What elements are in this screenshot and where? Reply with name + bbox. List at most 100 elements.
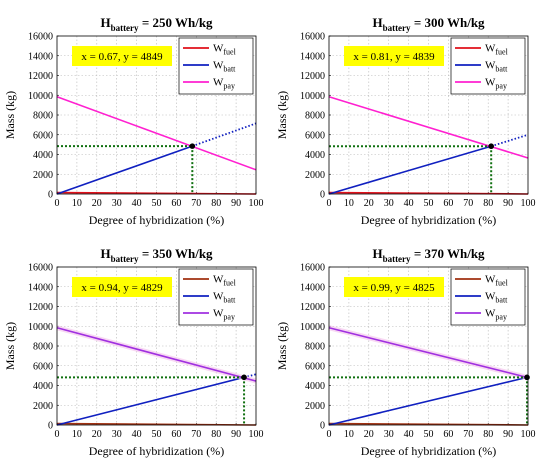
x-tick-label: 40 (132, 429, 142, 440)
x-tick-label: 90 (231, 198, 241, 209)
x-tick-label: 50 (424, 198, 434, 209)
annotation-box (344, 277, 444, 297)
x-tick-label: 50 (152, 198, 162, 209)
chart-title-sub: battery (383, 254, 411, 264)
series-extension-batt (192, 122, 257, 147)
chart-title-main: H (372, 15, 382, 30)
x-tick-label: 60 (443, 198, 453, 209)
series-line-batt (56, 376, 245, 426)
x-tick-label: 50 (424, 429, 434, 440)
legend-label-batt: Wbatt (485, 60, 508, 74)
legend-label-sub: pay (495, 82, 507, 91)
legend-label-fuel: Wfuel (213, 274, 237, 288)
chart-title-sub: battery (383, 23, 411, 33)
chart-panel-3: Hbattery = 350 Wh/kg 0 10 20 30 40 50 60 70 80 90 1… (3, 246, 264, 458)
y-tick-label: 12000 (28, 71, 53, 82)
legend-label-sub: fuel (495, 48, 508, 57)
y-axis-label: Mass (kg) (275, 91, 289, 139)
axes-frame (328, 266, 529, 426)
series-line-pay (56, 326, 257, 382)
x-tick-label: 100 (249, 198, 264, 209)
y-tick-label: 0 (320, 421, 325, 432)
legend-label-sub: fuel (223, 48, 236, 57)
y-axis-label: Mass (kg) (3, 91, 17, 139)
legend-label-batt: Wbatt (485, 291, 508, 305)
x-tick-label: 40 (132, 198, 142, 209)
x-tick-label: 60 (171, 198, 181, 209)
chart-title: Hbattery = 300 Wh/kg (372, 15, 485, 33)
y-tick-label: 6000 (305, 361, 325, 372)
x-tick-label: 80 (211, 429, 221, 440)
series-extension-batt (490, 133, 529, 148)
x-tick-label: 100 (249, 429, 264, 440)
y-tick-label: 16000 (300, 32, 325, 43)
y-tick-label: 10000 (300, 91, 325, 102)
series-line-batt (328, 145, 492, 195)
axes-frame (56, 266, 257, 426)
y-tick-label: 12000 (300, 302, 325, 313)
x-tick-label: 10 (344, 198, 354, 209)
annotation-box (72, 277, 172, 297)
legend-label-fuel: Wfuel (485, 43, 509, 57)
x-tick-label: 70 (463, 429, 473, 440)
x-tick-label: 80 (483, 198, 493, 209)
y-tick-label: 0 (320, 190, 325, 201)
legend-label-sub: pay (223, 82, 235, 91)
chart-title-rest: = 300 Wh/kg (411, 15, 485, 30)
annotation-text: x = 0.81, y = 4839 (353, 51, 435, 63)
intersection-marker (488, 143, 494, 150)
chart-title-sub: battery (111, 254, 139, 264)
x-tick-label: 10 (72, 429, 82, 440)
y-tick-label: 0 (48, 421, 53, 432)
x-tick-label: 0 (55, 198, 60, 209)
series-line-batt (328, 376, 528, 426)
y-tick-label: 14000 (300, 51, 325, 62)
legend-label-sub: batt (495, 65, 508, 74)
chart-title-main: H (372, 246, 382, 261)
legend-label-sub: batt (223, 65, 236, 74)
chart-title-main: H (100, 15, 110, 30)
axes-frame (328, 35, 529, 195)
y-tick-label: 4000 (305, 150, 325, 161)
chart-title-main: H (100, 246, 110, 261)
y-tick-label: 4000 (33, 150, 53, 161)
x-tick-label: 90 (503, 198, 513, 209)
legend-label-sub: batt (495, 296, 508, 305)
series-line-pay (328, 326, 529, 379)
x-tick-label: 0 (55, 429, 60, 440)
x-tick-label: 90 (231, 429, 241, 440)
annotation-text: x = 0.99, y = 4825 (353, 282, 435, 294)
legend-label-fuel: Wfuel (213, 43, 237, 57)
y-tick-label: 2000 (305, 170, 325, 181)
intersection-marker (189, 143, 196, 149)
y-tick-label: 4000 (33, 381, 53, 392)
x-tick-label: 70 (191, 198, 201, 209)
x-tick-label: 20 (92, 198, 102, 209)
x-tick-label: 20 (92, 429, 102, 440)
y-tick-label: 16000 (28, 32, 53, 43)
x-tick-label: 0 (327, 198, 332, 209)
intersection-marker (524, 374, 530, 381)
y-axis-label: Mass (kg) (275, 322, 289, 370)
y-tick-label: 6000 (33, 130, 53, 141)
x-axis-label: Degree of hybridization (%) (89, 444, 225, 458)
y-tick-label: 2000 (33, 170, 53, 181)
annotation-text: x = 0.67, y = 4849 (81, 51, 163, 63)
y-tick-label: 12000 (300, 71, 325, 82)
y-tick-label: 14000 (28, 51, 53, 62)
legend-label-main: W (485, 43, 496, 55)
x-tick-label: 100 (521, 429, 536, 440)
x-axis-label: Degree of hybridization (%) (89, 213, 225, 227)
legend-label-pay: Wpay (213, 308, 235, 322)
legend-label-main: W (213, 291, 224, 303)
legend-label-sub: fuel (495, 279, 508, 288)
chart-panel-2: Hbattery = 300 Wh/kg 0 10 20 30 40 50 60 70 80 90 1… (275, 15, 536, 227)
annotation-box (344, 46, 444, 66)
chart-title: Hbattery = 250 Wh/kg (100, 15, 213, 33)
x-tick-label: 40 (404, 429, 414, 440)
y-tick-label: 2000 (305, 401, 325, 412)
y-tick-label: 10000 (28, 91, 53, 102)
x-tick-label: 10 (72, 198, 82, 209)
annotation-box (72, 46, 172, 66)
